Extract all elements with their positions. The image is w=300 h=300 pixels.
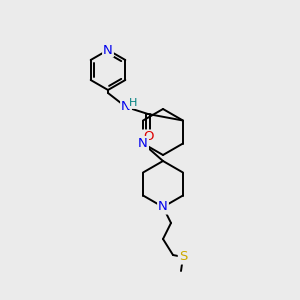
Text: N: N xyxy=(103,44,113,56)
Text: N: N xyxy=(121,100,131,113)
Text: N: N xyxy=(158,200,168,214)
Text: O: O xyxy=(143,130,153,143)
Text: H: H xyxy=(129,98,137,108)
Text: S: S xyxy=(179,250,187,263)
Text: N: N xyxy=(138,137,148,150)
